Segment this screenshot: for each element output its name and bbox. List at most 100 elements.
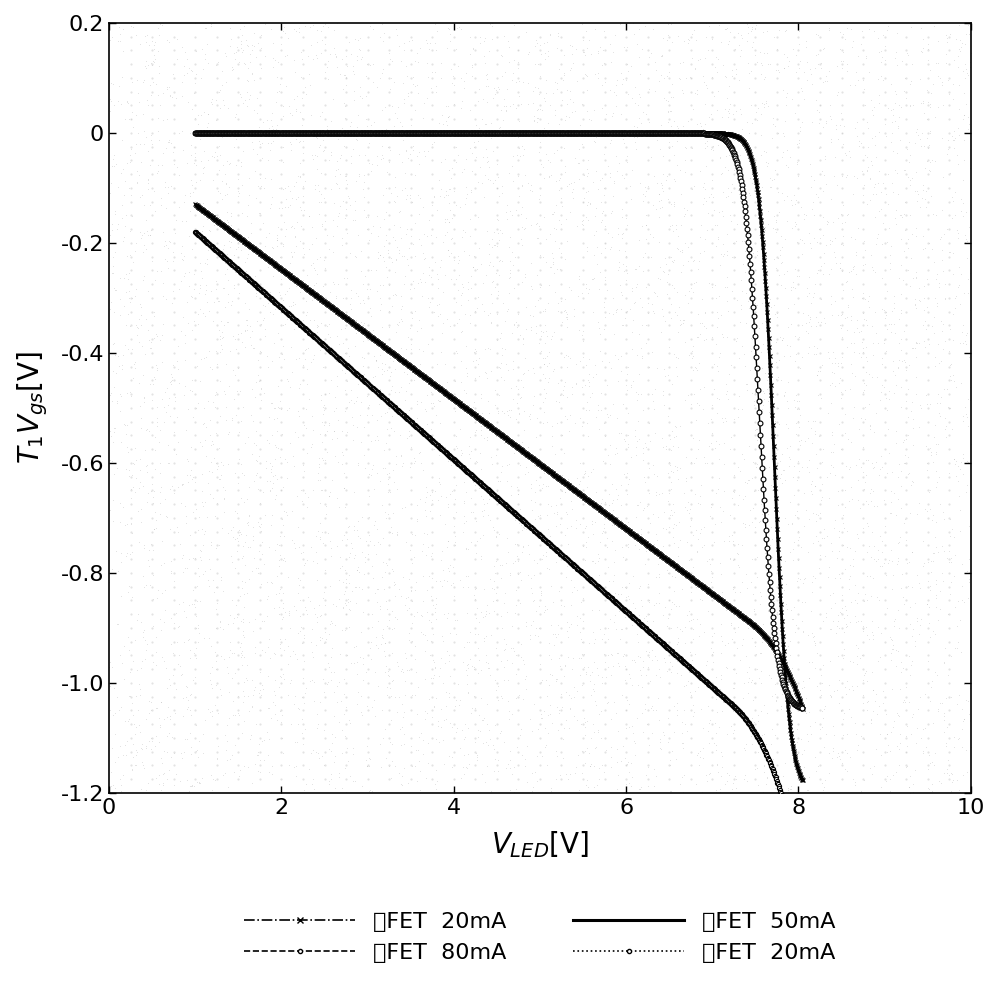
Point xyxy=(425,652,441,668)
Point xyxy=(552,491,568,506)
Point xyxy=(396,95,412,111)
Point xyxy=(862,170,878,186)
Point xyxy=(250,177,266,193)
Point xyxy=(962,680,978,696)
Point xyxy=(160,260,176,275)
Point xyxy=(496,435,512,451)
Point xyxy=(512,327,528,343)
Point xyxy=(284,532,300,548)
Point xyxy=(670,630,686,646)
Point xyxy=(246,682,262,698)
Point xyxy=(496,733,512,749)
Point xyxy=(655,724,671,740)
Point xyxy=(751,370,767,385)
Point xyxy=(290,403,306,419)
Point xyxy=(644,642,660,658)
Point xyxy=(807,426,823,442)
Point xyxy=(119,545,135,561)
Point xyxy=(187,74,203,90)
Point xyxy=(199,119,215,135)
Point xyxy=(755,616,771,632)
Point xyxy=(902,207,918,223)
Point xyxy=(365,22,381,38)
Point xyxy=(522,711,538,726)
Point xyxy=(200,106,216,122)
Point xyxy=(132,451,148,467)
Point xyxy=(190,394,206,410)
Point xyxy=(284,107,300,123)
Point xyxy=(124,525,140,541)
Point xyxy=(669,283,685,299)
Point xyxy=(517,220,533,236)
Point xyxy=(654,180,670,196)
Point xyxy=(879,726,895,742)
Point xyxy=(120,584,136,600)
Point xyxy=(564,104,580,120)
Point xyxy=(231,527,247,543)
Point xyxy=(275,595,291,610)
Point xyxy=(394,778,410,794)
Point xyxy=(117,173,133,189)
Point xyxy=(109,461,125,477)
Point xyxy=(151,734,167,750)
Point xyxy=(427,483,443,498)
Point xyxy=(260,360,276,376)
Point xyxy=(938,738,954,754)
Point xyxy=(908,370,924,385)
Point xyxy=(513,649,529,665)
Point xyxy=(781,449,797,465)
Point xyxy=(234,643,250,659)
Point xyxy=(348,392,364,408)
Point xyxy=(272,640,288,656)
Point xyxy=(394,297,410,313)
Point xyxy=(307,606,323,621)
Point xyxy=(145,73,161,89)
Point xyxy=(508,690,524,706)
Point xyxy=(705,654,721,670)
Point xyxy=(588,409,604,425)
Point xyxy=(448,41,464,56)
Point xyxy=(858,51,874,66)
Point xyxy=(536,465,552,481)
Point xyxy=(557,485,573,500)
Point xyxy=(515,692,531,708)
Point xyxy=(454,275,470,291)
Point xyxy=(359,758,375,774)
Point xyxy=(514,522,530,538)
Point xyxy=(456,73,472,89)
Point xyxy=(271,552,287,568)
Point xyxy=(715,57,731,73)
Point xyxy=(687,487,703,502)
Point xyxy=(404,305,420,321)
Point xyxy=(136,390,152,406)
Point xyxy=(453,287,469,303)
Point xyxy=(222,38,238,54)
Point xyxy=(376,254,392,270)
Point xyxy=(925,623,941,639)
Point xyxy=(110,615,126,631)
Point xyxy=(718,413,734,429)
Point xyxy=(196,630,212,646)
Point xyxy=(895,694,911,710)
Point xyxy=(860,140,876,156)
Point xyxy=(937,410,953,426)
Point xyxy=(273,36,289,52)
Point xyxy=(178,213,194,229)
Point xyxy=(455,654,471,670)
Point xyxy=(785,275,801,290)
Point xyxy=(883,645,899,661)
Point xyxy=(344,408,360,424)
Point xyxy=(188,399,204,415)
Point xyxy=(900,47,916,62)
Point xyxy=(870,335,886,351)
Point xyxy=(374,147,390,163)
Point xyxy=(212,100,228,116)
Point xyxy=(537,52,553,67)
Point xyxy=(263,135,279,151)
Point xyxy=(586,683,602,699)
Point xyxy=(638,317,654,333)
Point xyxy=(891,311,907,327)
Point xyxy=(662,752,678,768)
Point xyxy=(757,313,773,329)
Point xyxy=(394,500,410,516)
